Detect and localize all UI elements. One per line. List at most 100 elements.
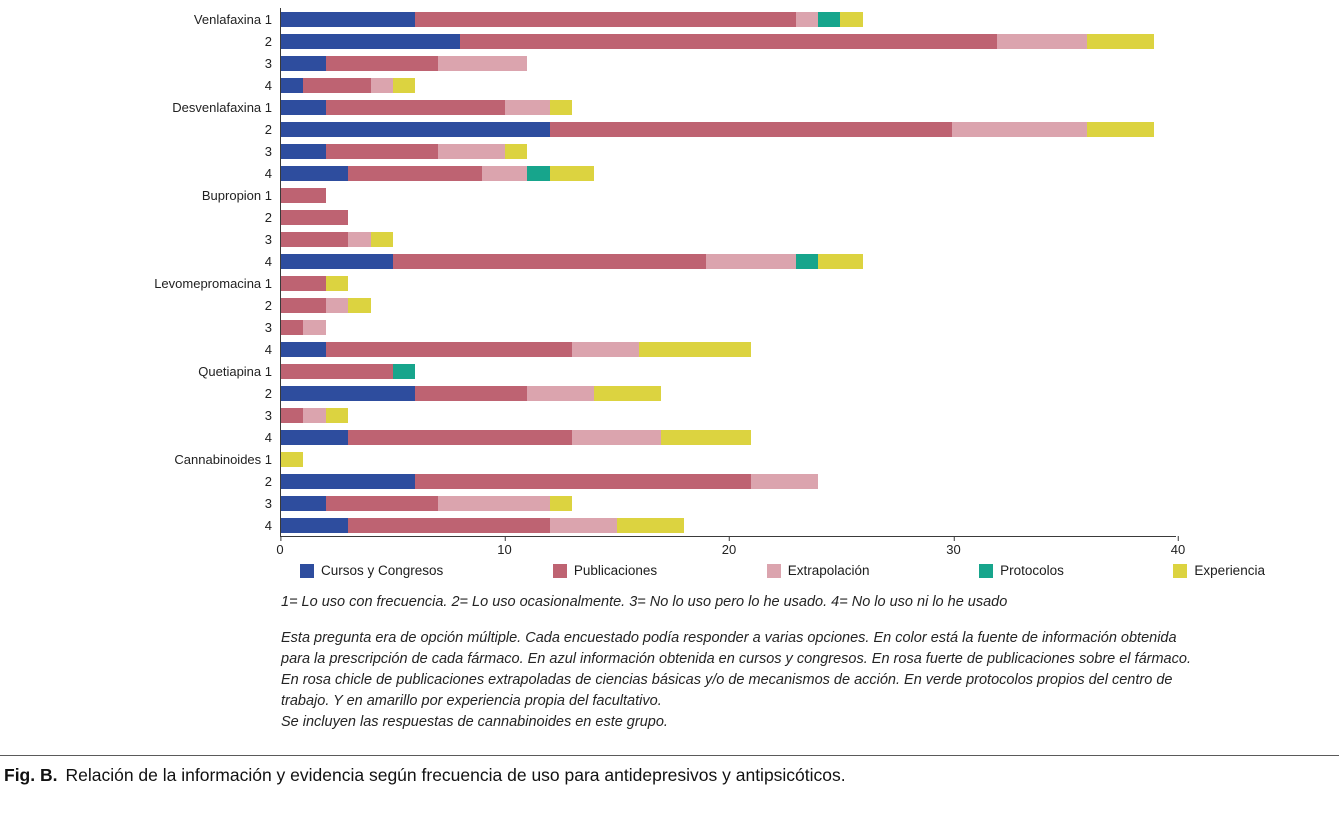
bar-track bbox=[281, 316, 1176, 338]
caption-text: Relación de la información y evidencia s… bbox=[65, 765, 846, 785]
plot-area bbox=[280, 8, 1176, 537]
legend-item: Protocolos bbox=[979, 563, 1064, 578]
legend-item: Extrapolación bbox=[766, 563, 870, 578]
row-label: 2 bbox=[264, 385, 272, 401]
bar-track bbox=[281, 96, 1176, 118]
legend-item: Publicaciones bbox=[552, 563, 658, 578]
bar-segment-extrapolación bbox=[325, 297, 349, 313]
bar-segment-publicaciones bbox=[281, 209, 349, 225]
row-label: Levomepromacina 1 bbox=[154, 275, 272, 291]
bar-segment-extrapolación bbox=[571, 341, 639, 357]
legend-label: Cursos y Congresos bbox=[321, 563, 444, 578]
bar-track bbox=[281, 162, 1176, 184]
row-label: Desvenlafaxina 1 bbox=[172, 99, 272, 115]
bar-segment-publicaciones bbox=[325, 495, 438, 511]
bar-segment-experiencia bbox=[549, 165, 595, 181]
bar-segment-publicaciones bbox=[281, 231, 349, 247]
bar-segment-experiencia bbox=[348, 297, 371, 313]
bar-segment-experiencia bbox=[392, 77, 416, 93]
stacked-bar-chart: Venlafaxina 1 2 3 4 Desvenlafaxina 1 2 3 4 Bupro… bbox=[0, 8, 1339, 537]
bar-segment-protocolos bbox=[527, 165, 550, 181]
bar-segment-experiencia bbox=[840, 11, 863, 27]
legend: Cursos y Congresos Publicaciones Extrapola… bbox=[300, 563, 1265, 578]
bar-segment-protocolos bbox=[818, 11, 841, 27]
bar-segment-publicaciones bbox=[415, 473, 751, 489]
bar-segment-experiencia bbox=[549, 99, 572, 115]
bar-segment-extrapolación bbox=[750, 473, 818, 489]
bar-segment-publicaciones bbox=[348, 429, 572, 445]
bar-segment-publicaciones bbox=[281, 363, 393, 379]
legend-label: Publicaciones bbox=[573, 563, 658, 578]
bar-track bbox=[281, 52, 1176, 74]
row-label: Bupropion 1 bbox=[201, 187, 272, 203]
bar-segment-cursos-y-congresos bbox=[281, 33, 460, 49]
bar-segment-publicaciones bbox=[348, 517, 550, 533]
bar-segment-experiencia bbox=[1086, 33, 1154, 49]
row-label: 4 bbox=[264, 77, 272, 93]
bar-segment-publicaciones bbox=[281, 319, 304, 335]
row-label: 4 bbox=[264, 253, 272, 269]
bar-segment-extrapolación bbox=[370, 77, 393, 93]
bar-segment-cursos-y-congresos bbox=[281, 473, 416, 489]
bar-track bbox=[281, 272, 1176, 294]
caption-divider bbox=[0, 755, 1339, 756]
bar-segment-cursos-y-congresos bbox=[281, 77, 304, 93]
bar-segment-cursos-y-congresos bbox=[281, 517, 349, 533]
bar-segment-publicaciones bbox=[325, 341, 572, 357]
bar-segment-extrapolación bbox=[348, 231, 371, 247]
bar-track bbox=[281, 492, 1176, 514]
x-tick-label: 10 bbox=[497, 536, 512, 557]
legend-item: Experiencia bbox=[1173, 563, 1265, 578]
bar-segment-extrapolación bbox=[504, 99, 550, 115]
bar-segment-publicaciones bbox=[325, 99, 505, 115]
legend-swatch bbox=[766, 563, 781, 578]
row-label: Quetiapina 1 bbox=[198, 363, 272, 379]
inclusion-note: Se incluyen las respuestas de cannabinoi… bbox=[281, 714, 668, 730]
row-label: 2 bbox=[264, 209, 272, 225]
bar-segment-publicaciones bbox=[281, 297, 326, 313]
row-label: Venlafaxina 1 bbox=[193, 11, 272, 27]
bar-track bbox=[281, 470, 1176, 492]
bar-track bbox=[281, 250, 1176, 272]
bar-track bbox=[281, 404, 1176, 426]
row-label: 4 bbox=[264, 165, 272, 181]
row-label: 4 bbox=[264, 517, 272, 533]
bar-track bbox=[281, 448, 1176, 470]
bar-segment-publicaciones bbox=[549, 121, 953, 137]
bar-segment-publicaciones bbox=[281, 187, 326, 203]
bar-segment-experiencia bbox=[1086, 121, 1154, 137]
bar-track bbox=[281, 8, 1176, 30]
figure: Venlafaxina 1 2 3 4 Desvenlafaxina 1 2 3 4 Bupro… bbox=[0, 8, 1339, 733]
frequency-key-note: 1= Lo uso con frecuencia. 2= Lo uso ocas… bbox=[281, 594, 1008, 610]
bar-segment-extrapolación bbox=[997, 33, 1087, 49]
bar-segment-publicaciones bbox=[303, 77, 371, 93]
legend-label: Extrapolación bbox=[787, 563, 870, 578]
legend-swatch bbox=[552, 563, 567, 578]
bar-segment-experiencia bbox=[639, 341, 751, 357]
bar-segment-publicaciones bbox=[325, 143, 438, 159]
method-note: Esta pregunta era de opción múltiple. Ca… bbox=[281, 630, 1191, 709]
bar-segment-experiencia bbox=[370, 231, 393, 247]
bar-segment-experiencia bbox=[504, 143, 528, 159]
row-label: 2 bbox=[264, 33, 272, 49]
figure-caption: Fig. B. Relación de la información y evid… bbox=[0, 756, 1339, 786]
row-label: 2 bbox=[264, 121, 272, 137]
bar-segment-cursos-y-congresos bbox=[281, 495, 326, 511]
figure-notes: 1= Lo uso con frecuencia. 2= Lo uso ocas… bbox=[281, 594, 1339, 733]
bar-track bbox=[281, 294, 1176, 316]
legend-swatch bbox=[1173, 563, 1188, 578]
x-tick-label: 30 bbox=[946, 536, 961, 557]
y-axis-labels: Venlafaxina 1 2 3 4 Desvenlafaxina 1 2 3 4 Bupro… bbox=[0, 8, 280, 537]
figure-label: Fig. B. bbox=[4, 765, 58, 785]
bar-segment-experiencia bbox=[818, 253, 863, 269]
legend-label: Protocolos bbox=[1000, 563, 1064, 578]
row-label: 2 bbox=[264, 297, 272, 313]
bar-segment-cursos-y-congresos bbox=[281, 55, 326, 71]
bar-segment-publicaciones bbox=[281, 407, 304, 423]
row-label: 4 bbox=[264, 429, 272, 445]
bar-segment-cursos-y-congresos bbox=[281, 253, 393, 269]
bar-segment-experiencia bbox=[325, 275, 349, 291]
bar-segment-extrapolación bbox=[437, 495, 550, 511]
row-label: 3 bbox=[264, 407, 272, 423]
bar-segment-extrapolación bbox=[482, 165, 528, 181]
